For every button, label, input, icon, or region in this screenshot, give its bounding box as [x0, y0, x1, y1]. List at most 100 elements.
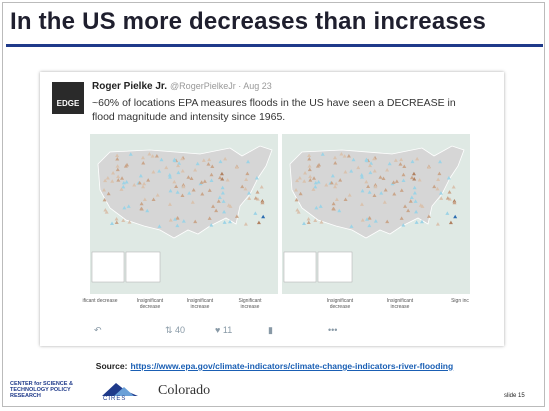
gauge-marker: [294, 188, 299, 192]
gauge-marker: [139, 206, 144, 211]
gauge-marker: [360, 188, 365, 193]
gauge-marker: [306, 220, 311, 225]
gauge-marker: [175, 216, 180, 220]
gauge-marker: [110, 179, 115, 183]
gauge-marker: [439, 196, 444, 200]
gauge-marker: [413, 199, 418, 203]
avatar: EDGE: [52, 82, 84, 114]
gauge-marker: [222, 209, 227, 214]
gauge-marker: [447, 197, 452, 201]
gauge-marker: [419, 219, 424, 224]
gauge-marker: [398, 162, 403, 166]
reply-icon[interactable]: ↶: [94, 325, 102, 335]
gauge-marker: [432, 184, 437, 189]
gauge-marker: [103, 207, 108, 212]
gauge-marker: [217, 195, 222, 200]
gauge-marker: [261, 214, 266, 219]
inset-alaska: [283, 251, 317, 283]
gauge-marker: [333, 184, 338, 189]
gauge-marker: [409, 195, 414, 200]
gauge-marker: [343, 169, 348, 174]
gauge-marker: [365, 217, 370, 221]
gauge-marker: [246, 159, 251, 164]
gauge-marker: [438, 159, 443, 164]
gauge-marker: [220, 191, 225, 195]
gauge-marker: [181, 183, 186, 187]
gauge-marker: [360, 175, 365, 179]
gauge-marker: [387, 161, 392, 166]
gauge-marker: [207, 188, 212, 192]
gauge-marker: [368, 163, 373, 168]
gauge-marker: [403, 204, 408, 208]
tweet-header: Roger Pielke Jr. @RogerPielkeJr · Aug 23: [92, 81, 272, 92]
logo-colorado: Colorado: [158, 383, 211, 398]
gauge-marker: [195, 161, 200, 166]
gauge-marker: [297, 175, 302, 180]
gauge-marker: [307, 164, 312, 168]
gauge-marker: [330, 173, 335, 178]
gauge-marker: [115, 164, 120, 168]
gauge-marker: [151, 197, 156, 202]
retweet[interactable]: ⇅ 40: [165, 325, 186, 335]
gauge-marker: [308, 174, 313, 179]
legend-label: Insignificant increase: [386, 298, 414, 310]
gauge-marker: [329, 180, 334, 185]
gauge-marker: [168, 218, 173, 222]
author: Roger Pielke Jr.: [92, 81, 168, 92]
analytics-icon[interactable]: ▮: [268, 325, 273, 335]
gauge-marker: [234, 214, 239, 218]
gauge-marker: [331, 206, 336, 211]
gauge-marker: [378, 175, 383, 179]
gauge-marker: [406, 208, 411, 213]
gauge-marker: [338, 178, 343, 182]
source-line: Source: https://www.epa.gov/climate-indic…: [0, 361, 549, 371]
gauge-marker: [399, 157, 404, 162]
gauge-marker: [414, 220, 419, 224]
gauge-marker: [372, 156, 377, 161]
gauge-marker: [452, 200, 457, 205]
gauge-marker: [106, 191, 111, 196]
gauge-marker: [385, 167, 390, 172]
gauge-marker: [155, 193, 160, 197]
map-left: [90, 134, 278, 294]
gauge-marker: [167, 173, 172, 177]
more[interactable]: •••: [328, 325, 338, 335]
gauge-marker: [219, 171, 224, 176]
gauge-marker: [401, 178, 406, 182]
source-link[interactable]: https://www.epa.gov/climate-indicators/c…: [130, 361, 454, 371]
gauge-marker: [453, 214, 458, 219]
gauge-marker: [115, 167, 120, 172]
gauge-marker: [364, 157, 369, 162]
gauge-marker: [151, 169, 156, 174]
gauge-marker: [372, 193, 377, 197]
gauge-marker: [240, 184, 245, 189]
gauge-marker: [125, 162, 130, 167]
gauge-marker: [294, 197, 299, 202]
gauge-marker: [114, 220, 119, 225]
gauge-marker: [452, 199, 457, 203]
gauge-marker: [367, 216, 372, 220]
title-rule: [6, 44, 543, 47]
gauge-marker: [411, 171, 416, 176]
gauge-marker: [119, 187, 124, 191]
gauge-marker: [412, 185, 417, 190]
gauge-marker: [115, 153, 120, 158]
gauge-marker: [167, 202, 172, 206]
gauge-marker: [206, 162, 211, 166]
gauge-marker: [360, 218, 365, 222]
logo-cstpr: CENTER for SCIENCE & TECHNOLOGY POLICY R…: [10, 381, 73, 399]
slide-number: slide 15: [504, 393, 525, 399]
gauge-marker: [448, 220, 453, 225]
gauge-marker: [217, 175, 222, 180]
like[interactable]: ♥ 11: [215, 325, 233, 335]
gauge-marker: [364, 179, 369, 184]
gauge-marker: [385, 219, 390, 224]
legend-label: ificant decrease: [82, 298, 118, 304]
gauge-marker: [102, 188, 107, 192]
gauge-marker: [227, 219, 232, 224]
gauge-marker: [209, 223, 214, 227]
gauge-marker: [176, 163, 181, 168]
gauge-marker: [181, 184, 186, 189]
gauge-marker: [307, 167, 312, 172]
gauge-marker: [202, 179, 207, 183]
